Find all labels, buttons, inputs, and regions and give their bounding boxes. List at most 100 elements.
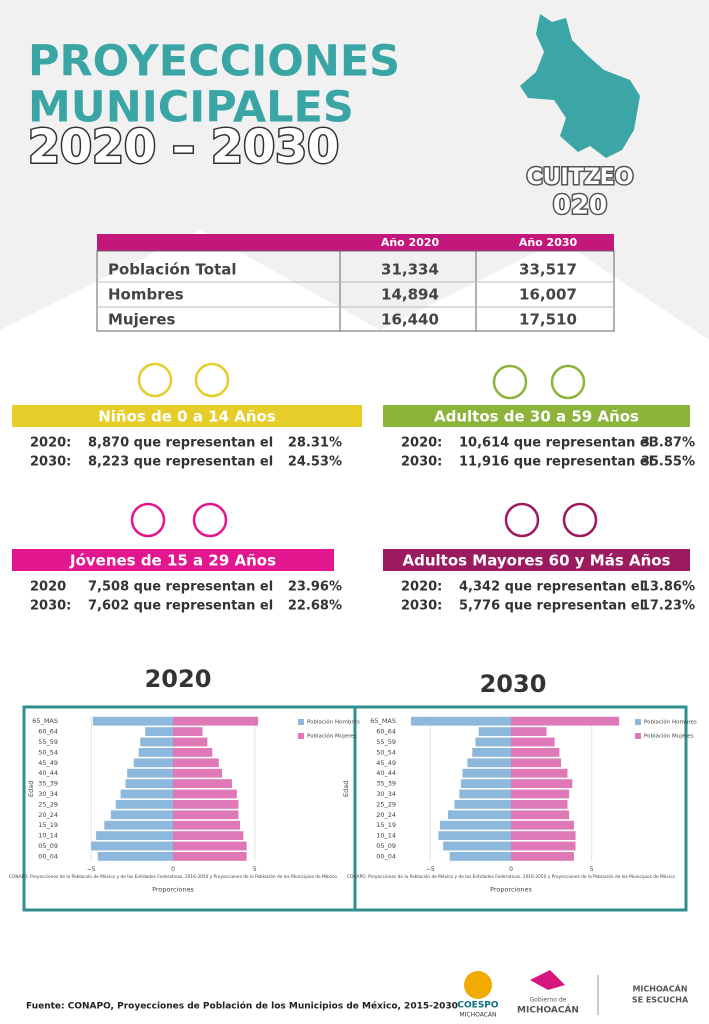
group-title: Adultos Mayores 60 y Más Años: [402, 552, 670, 570]
table-cell: 31,334: [381, 261, 439, 279]
y-tick-label: 55_59: [38, 738, 58, 746]
bar: [173, 716, 259, 726]
group-title: Jóvenes de 15 a 29 Años: [69, 552, 276, 570]
title-line2: MUNICIPALES: [28, 83, 354, 133]
bar: [133, 758, 173, 768]
bar: [173, 737, 208, 747]
icon-children: [137, 362, 230, 398]
bar: [511, 800, 568, 809]
group-banner: [12, 549, 334, 571]
bar: [173, 841, 247, 851]
group-year: 2020:: [30, 436, 71, 451]
group-percent: 13.86%: [641, 580, 695, 595]
y-tick-label: 45_49: [376, 759, 396, 767]
y-tick-label: 65_MAS: [370, 717, 396, 725]
bar: [173, 727, 203, 736]
title-years: 2020 – 2030: [28, 120, 339, 174]
legend-swatch: [635, 719, 641, 725]
title-line1: PROYECCIONES: [28, 37, 400, 87]
bar: [511, 758, 562, 768]
table-cell: 33,517: [519, 261, 577, 279]
bar: [511, 737, 555, 747]
legend-label: Población Hombres: [307, 719, 360, 726]
bar: [410, 716, 511, 726]
legend-swatch: [635, 733, 641, 739]
bar: [511, 716, 620, 726]
bar: [511, 789, 570, 799]
group-text: 8,870 que representan el: [88, 436, 273, 451]
y-tick-label: 30_34: [38, 790, 58, 798]
table-body: [96, 250, 615, 332]
y-tick-label: 35_39: [376, 780, 396, 788]
bar: [173, 758, 219, 768]
group-year: 2030:: [30, 599, 71, 614]
source-note: CONAPO. Proyecciones de la Población de …: [9, 873, 337, 880]
table-header: Año 2020: [381, 236, 440, 249]
bar: [454, 800, 511, 809]
source-note: CONAPO. Proyecciones de la Población de …: [347, 873, 675, 880]
x-tick-label: −5: [426, 866, 435, 873]
table-header-bg: [97, 234, 614, 251]
bar: [438, 831, 511, 840]
bar: [511, 779, 573, 788]
y-tick-label: 30_34: [376, 790, 396, 798]
legend-swatch: [298, 733, 304, 739]
y-axis-label: Edad: [27, 781, 35, 797]
x-tick-label: 0: [171, 866, 175, 873]
y-tick-label: 20_24: [376, 811, 396, 819]
group-year: 2020:: [401, 436, 442, 451]
bar: [511, 831, 576, 840]
y-tick-label: 60_64: [376, 728, 396, 736]
y-tick-label: 65_MAS: [32, 717, 58, 725]
bar: [173, 831, 244, 840]
logos: COESPO MICHOACÁN Gobierno de MICHOACÁN M…: [457, 970, 689, 1019]
bar: [173, 768, 223, 778]
y-tick-label: 45_49: [38, 759, 58, 767]
bar: [173, 810, 239, 820]
bar: [449, 852, 511, 861]
logo-escucha: SE ESCUCHA: [632, 996, 689, 1005]
group-title: Niños de 0 a 14 Años: [98, 408, 276, 426]
bar: [145, 727, 173, 736]
municipality: CUITZEO: [527, 165, 634, 190]
group-year: 2030:: [401, 455, 442, 470]
y-tick-label: 40_44: [376, 769, 396, 777]
bar: [173, 789, 237, 799]
group-percent: 23.96%: [288, 580, 342, 595]
bar: [92, 716, 173, 726]
group-text: 7,508 que representan el: [88, 580, 273, 595]
bar: [173, 852, 247, 861]
bar: [460, 779, 511, 788]
logo-mark: [530, 970, 565, 990]
y-tick-label: 15_19: [376, 821, 396, 829]
y-tick-label: 10_14: [38, 832, 58, 840]
bar: [120, 789, 173, 799]
group-banner: [383, 405, 690, 427]
group-text: 5,776 que representan el: [459, 599, 644, 614]
group-percent: 33.87%: [641, 436, 695, 451]
chart-title: 2020: [145, 665, 212, 693]
legend-label: Población Mujeres: [307, 733, 357, 740]
y-tick-label: 40_44: [38, 769, 58, 777]
x-tick-label: −5: [87, 866, 96, 873]
group-text: 10,614 que representan el: [459, 436, 653, 451]
y-tick-label: 15_19: [38, 821, 58, 829]
group-text: 7,602 que representan el: [88, 599, 273, 614]
group-percent: 22.68%: [288, 599, 342, 614]
bar: [511, 852, 574, 861]
bar: [475, 737, 511, 747]
bar: [511, 810, 570, 820]
y-tick-label: 25_29: [376, 800, 396, 808]
bar: [462, 768, 511, 778]
y-tick-label: 55_59: [376, 738, 396, 746]
group-banner: [383, 549, 690, 571]
bar: [511, 768, 568, 778]
group-year: 2030:: [30, 455, 71, 470]
icons: [130, 362, 598, 538]
y-tick-label: 05_09: [376, 842, 396, 850]
y-tick-label: 00_04: [38, 852, 58, 860]
logo-gob: Gobierno de: [530, 997, 567, 1004]
y-tick-label: 25_29: [38, 800, 58, 808]
group-percent: 28.31%: [288, 436, 342, 451]
